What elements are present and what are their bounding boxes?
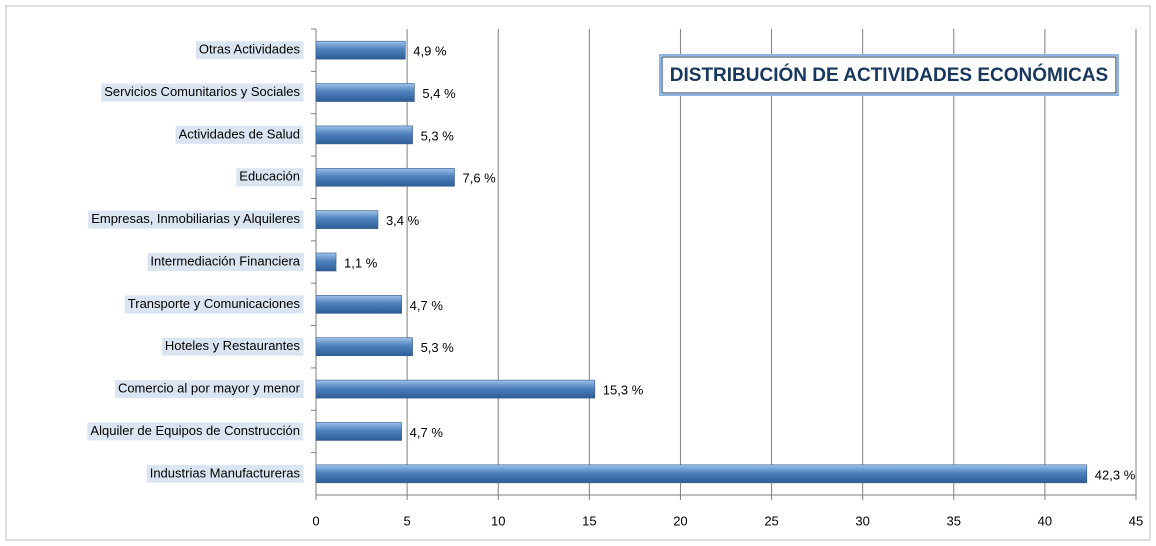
bar xyxy=(316,465,1087,483)
x-tick-label: 30 xyxy=(855,513,869,528)
y-tick-label: Transporte y Comunicaciones xyxy=(128,296,301,311)
value-label: 5,3 % xyxy=(421,128,455,143)
y-tick-label: Otras Actividades xyxy=(199,42,301,57)
value-label: 7,6 % xyxy=(462,171,496,186)
value-label: 4,9 % xyxy=(413,44,447,59)
x-tick-label: 0 xyxy=(312,513,319,528)
y-tick-label: Servicios Comunitarios y Sociales xyxy=(104,84,300,99)
bar xyxy=(316,380,595,398)
value-label: 3,4 % xyxy=(386,213,420,228)
chart: DISTRIBUCIÓN DE ACTIVIDADES ECONÓMICAS 0… xyxy=(0,0,1156,546)
y-tick-label: Industrias Manufactureras xyxy=(150,465,301,480)
bar xyxy=(316,211,378,229)
bar xyxy=(316,253,336,271)
x-tick-label: 10 xyxy=(491,513,505,528)
bar xyxy=(316,41,405,59)
bar xyxy=(316,295,402,313)
bar xyxy=(316,338,413,356)
value-label: 42,3 % xyxy=(1095,467,1136,482)
x-tick-label: 40 xyxy=(1038,513,1052,528)
x-tick-label: 15 xyxy=(582,513,596,528)
y-tick-label: Actividades de Salud xyxy=(179,126,300,141)
value-label: 5,3 % xyxy=(421,340,455,355)
y-tick-label: Educación xyxy=(239,169,300,184)
y-tick-label: Comercio al por mayor y menor xyxy=(118,381,301,396)
y-tick-label: Empresas, Inmobiliarias y Alquileres xyxy=(91,211,300,226)
x-tick-label: 45 xyxy=(1129,513,1143,528)
value-label: 4,7 % xyxy=(410,298,444,313)
bar xyxy=(316,84,414,102)
bar xyxy=(316,168,454,186)
value-label: 1,1 % xyxy=(344,255,378,270)
chart-title: DISTRIBUCIÓN DE ACTIVIDADES ECONÓMICAS xyxy=(670,64,1108,86)
x-tick-label: 25 xyxy=(764,513,778,528)
x-tick-label: 35 xyxy=(947,513,961,528)
y-tick-label: Intermediación Financiera xyxy=(150,253,300,268)
value-label: 4,7 % xyxy=(410,425,444,440)
y-tick-label: Hoteles y Restaurantes xyxy=(165,338,301,353)
bar xyxy=(316,422,402,440)
x-tick-label: 5 xyxy=(403,513,410,528)
value-label: 15,3 % xyxy=(603,383,644,398)
bar xyxy=(316,126,413,144)
value-label: 5,4 % xyxy=(422,86,456,101)
y-tick-label: Alquiler de Equipos de Construcción xyxy=(90,423,300,438)
x-tick-label: 20 xyxy=(673,513,687,528)
